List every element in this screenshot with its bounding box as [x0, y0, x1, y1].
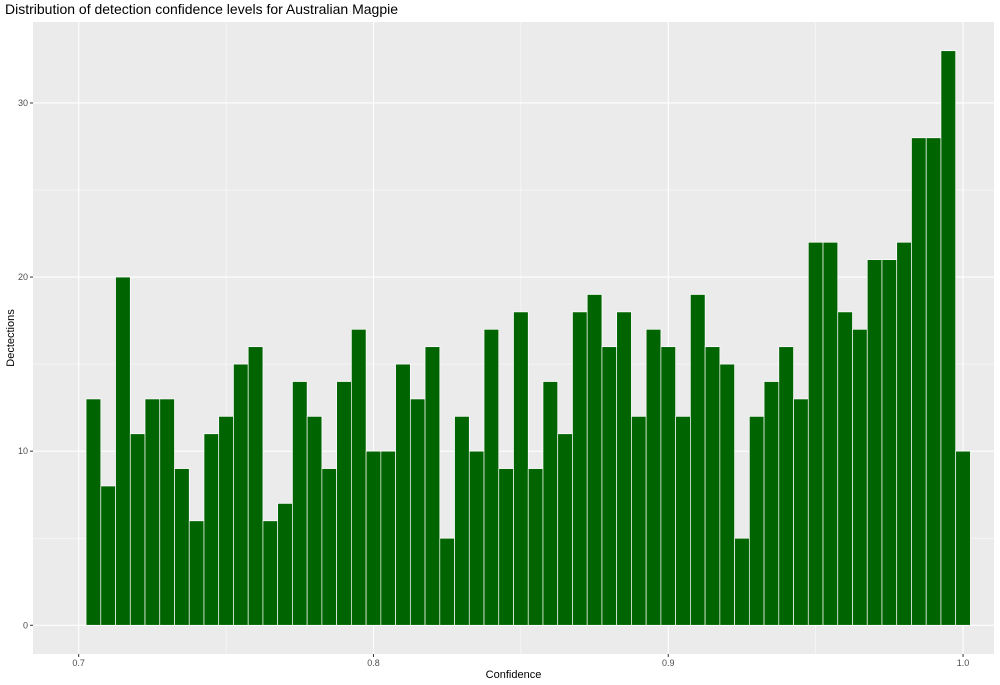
histogram-bar — [586, 294, 603, 626]
histogram-bar — [572, 311, 588, 626]
histogram-bar — [645, 328, 662, 626]
histogram-bar — [292, 381, 308, 626]
histogram-bar — [159, 398, 175, 626]
x-tick-label: 1.0 — [957, 658, 970, 668]
histogram-bar — [247, 346, 264, 626]
y-tick-label: 20 — [18, 272, 28, 282]
x-tick-label: 0.7 — [72, 658, 85, 668]
histogram-bar — [631, 415, 647, 626]
histogram-bar — [557, 433, 573, 626]
histogram-bar — [468, 450, 485, 626]
histogram-bar — [365, 450, 382, 626]
y-axis-label: Dectections — [5, 309, 17, 367]
histogram-bar — [925, 137, 942, 626]
histogram-bar — [115, 276, 131, 626]
y-tick-label: 0 — [23, 620, 28, 630]
histogram-bar — [188, 520, 205, 626]
histogram-bar — [542, 381, 559, 626]
histogram-bar — [527, 468, 544, 626]
histogram-bar — [690, 294, 706, 626]
x-axis-label: Confidence — [486, 669, 542, 681]
histogram-bar — [807, 241, 824, 626]
x-tick-label: 0.8 — [367, 658, 380, 668]
histogram-bar — [233, 363, 249, 626]
y-tick-label: 30 — [18, 98, 28, 108]
histogram-bar — [675, 415, 691, 626]
histogram-bar — [409, 398, 426, 626]
histogram-bar — [704, 346, 721, 626]
histogram-bar — [837, 311, 853, 626]
histogram-bar — [660, 346, 676, 626]
histogram-bar — [734, 537, 750, 626]
histogram-bar — [306, 415, 323, 626]
histogram-bar — [395, 363, 411, 626]
chart-title: Distribution of detection confidence lev… — [5, 1, 398, 17]
histogram-bar — [911, 137, 927, 626]
histogram-bar — [321, 468, 337, 626]
histogram-bar — [866, 259, 883, 626]
x-tick-label: 0.9 — [662, 658, 675, 668]
histogram-bar — [129, 433, 146, 626]
histogram-bar — [896, 241, 912, 626]
histogram-bar — [852, 328, 868, 626]
histogram-bar — [100, 485, 116, 626]
histogram-bar — [85, 398, 102, 626]
histogram-bar — [940, 50, 957, 626]
histogram-bar — [601, 346, 618, 626]
histogram-bar — [513, 311, 529, 626]
histogram-bar — [498, 468, 514, 626]
histogram-bar — [778, 346, 794, 626]
histogram-bar — [262, 520, 279, 626]
histogram-bar — [174, 468, 190, 626]
histogram-bar — [748, 415, 765, 626]
histogram-bar — [203, 433, 220, 626]
histogram-bar — [424, 346, 441, 626]
histogram-bar — [351, 328, 367, 626]
histogram-bar — [955, 450, 971, 626]
histogram-bar — [454, 415, 470, 626]
histogram-bar — [719, 363, 735, 626]
histogram-bar — [336, 381, 352, 626]
histogram-bar — [616, 311, 632, 626]
histogram-bar — [793, 398, 809, 626]
histogram-bar — [277, 503, 293, 626]
axis-ticks: 0.7 0.8 0.9 1.0 0 10 20 30 — [18, 98, 969, 668]
histogram-bar — [218, 415, 234, 626]
histogram-bar — [763, 381, 780, 626]
histogram-bar — [822, 241, 839, 626]
histogram-bar — [483, 328, 500, 626]
histogram-bar — [380, 450, 396, 626]
histogram-bar — [881, 259, 898, 626]
y-tick-label: 10 — [18, 446, 28, 456]
histogram-bar — [439, 537, 455, 626]
bars — [85, 50, 971, 626]
histogram-bar — [144, 398, 161, 626]
